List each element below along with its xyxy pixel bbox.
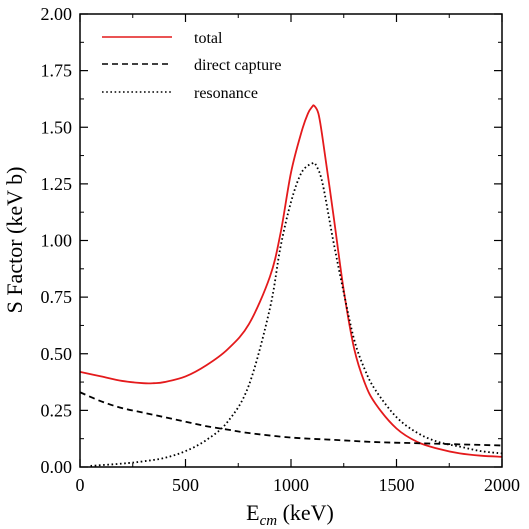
y-tick-label: 1.00 — [41, 231, 73, 251]
y-tick-label: 1.50 — [41, 117, 73, 137]
x-tick-label: 0 — [76, 475, 85, 495]
x-axis-label: Ecm (keV) — [246, 500, 334, 529]
plot-frame — [79, 13, 503, 468]
x-tick-label: 1500 — [379, 475, 415, 495]
x-axis-label-main: E — [246, 500, 259, 525]
legend: total direct capture resonance — [102, 30, 282, 102]
legend-label-resonance: resonance — [194, 85, 258, 102]
series-line-direct-capture — [79, 391, 503, 447]
x-tick-label: 2000 — [484, 475, 520, 495]
x-axis-label-subscript: cm — [260, 513, 278, 529]
x-axis-label-unit: (keV) — [277, 500, 334, 525]
series-layer — [79, 104, 503, 467]
x-tick-label: 1000 — [273, 475, 309, 495]
tick-marks — [79, 13, 503, 468]
series-line-total — [79, 104, 503, 458]
y-tick-label: 0.25 — [41, 400, 73, 420]
y-tick-label: 0.00 — [41, 457, 73, 477]
y-tick-label: 2.00 — [41, 4, 73, 24]
series-line-resonance — [90, 161, 503, 467]
legend-label-direct-capture: direct capture — [194, 57, 282, 74]
y-axis-label: S Factor (keV b) — [2, 167, 27, 314]
y-tick-label: 1.75 — [41, 61, 73, 81]
tick-labels: 0 500 1000 1500 2000 0.00 0.25 0.50 0.75 1.00 1.25… — [41, 4, 521, 495]
y-tick-label: 0.75 — [41, 287, 73, 307]
y-tick-label: 1.25 — [41, 174, 73, 194]
y-tick-label: 0.50 — [41, 344, 73, 364]
x-tick-label: 500 — [172, 475, 199, 495]
legend-label-total: total — [194, 30, 223, 47]
